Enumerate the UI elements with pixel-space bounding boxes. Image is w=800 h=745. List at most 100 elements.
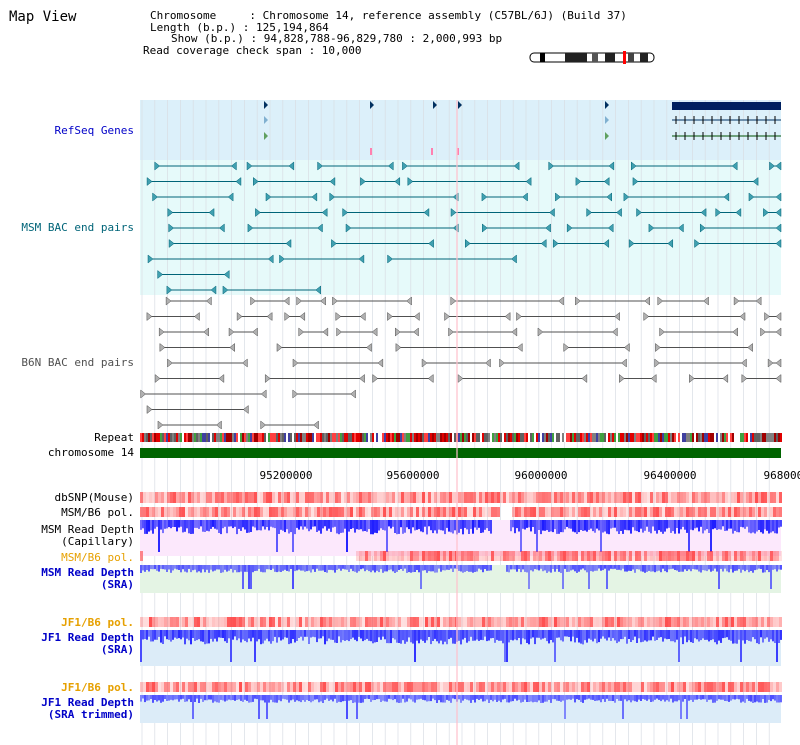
chromosome-ideogram[interactable] [529,51,655,64]
heat-cell [170,507,173,517]
msm-b6-pol-label-2[interactable]: MSM/B6 pol. [61,551,134,564]
msm-capillary-label-1[interactable]: MSM Read Depth [41,523,134,536]
heat-cell [536,551,539,561]
depth-bar [368,520,370,530]
repeat-segment [622,433,624,442]
bac-end [643,311,650,322]
repeat-segment [742,433,744,442]
jf1-trim-label-1[interactable]: JF1 Read Depth [41,696,134,709]
repeat-segment [380,433,382,442]
heat-cell [536,617,539,627]
depth-bar [308,520,310,532]
depth-bar [146,695,148,701]
repeat-track[interactable] [140,433,782,442]
heat-cell [275,492,278,503]
depth-bar [640,630,642,643]
heat-cell [539,682,542,692]
depth-bar [520,695,522,703]
depth-bar [554,630,556,662]
heat-cell [494,617,497,627]
repeat-track-label[interactable]: Repeat [94,431,134,444]
repeat-segment [602,433,604,442]
heat-cell [329,507,332,517]
chromosome-track-label[interactable]: chromosome 14 [48,446,134,459]
depth-bar [276,565,278,573]
depth-bar [336,520,338,534]
depth-bar [300,630,302,637]
depth-bar [388,630,390,644]
bac-end [636,207,642,218]
gene-marker [605,101,609,109]
depth-bar [754,520,756,534]
heat-cell [464,507,467,517]
depth-bar [156,630,158,640]
b6n-bac-pairs[interactable] [140,296,782,430]
msm-sra-label-1[interactable]: MSM Read Depth [41,566,134,579]
bac-end [775,192,782,202]
depth-bar [484,695,486,702]
msm-capillary-depth-track[interactable] [140,520,782,556]
heat-cell [485,507,488,517]
depth-bar [490,565,492,571]
msm-b6-pol-track-2[interactable] [140,551,782,561]
heat-cell [566,617,569,627]
depth-bar [292,520,294,552]
depth-bar [510,565,512,570]
jf1-pol-label-1[interactable]: JF1/B6 pol. [61,616,134,629]
repeat-segment [584,433,586,442]
depth-bar [690,630,692,643]
repeat-segment [680,433,682,442]
msm-bac-track-label[interactable]: MSM BAC end pairs [21,221,134,234]
depth-bar [318,565,320,571]
heat-cell [389,507,392,517]
heat-cell [386,492,389,503]
repeat-segment [452,433,454,442]
heat-cell [428,492,431,503]
msm-b6-pol-track-1[interactable] [140,507,782,517]
jf1-trimmed-depth-track[interactable] [140,695,782,723]
depth-bar [744,520,746,529]
depth-bar [364,520,366,531]
depth-bar [334,695,336,699]
bac-end [699,223,706,233]
heat-cell [752,492,755,503]
refseq-genes[interactable] [264,101,781,155]
heat-cell [422,617,425,627]
gene-marker [605,116,609,124]
msm-b6-pol-label-1[interactable]: MSM/B6 pol. [61,506,134,519]
dbsnp-track[interactable] [140,492,782,503]
depth-bar [188,695,190,700]
refseq-track-label[interactable]: RefSeq Genes [55,124,134,137]
repeat-segment [748,433,750,442]
depth-bar [336,565,338,570]
depth-bar [468,520,470,534]
heat-cell [602,617,605,627]
depth-bar [426,630,428,641]
repeat-segment [188,433,190,442]
depth-bar [494,630,496,643]
depth-bar [362,630,364,642]
jf1-sra-label-1[interactable]: JF1 Read Depth [41,631,134,644]
dbsnp-track-label[interactable]: dbSNP(Mouse) [55,491,134,504]
depth-bar [630,630,632,642]
heat-cell [677,492,680,503]
repeat-segment [158,433,160,442]
jf1-pol-track-2[interactable] [140,682,782,692]
depth-bar [482,565,484,573]
msm-bac-pairs[interactable] [146,161,782,295]
depth-bar [742,520,744,528]
repeat-segment [686,433,688,442]
b6n-bac-track-label[interactable]: B6N BAC end pairs [21,356,134,369]
jf1-pol-label-2[interactable]: JF1/B6 pol. [61,681,134,694]
repeat-segment [716,433,718,442]
heat-cell [236,507,239,517]
jf1-pol-track-1[interactable] [140,617,782,627]
chromosome-bar[interactable] [140,448,781,458]
bac-end [678,223,684,233]
depth-bar [604,565,606,569]
jf1-sra-depth-track[interactable] [140,630,782,666]
depth-bar [358,630,360,637]
heat-cell [140,507,143,517]
msm-sra-depth-track[interactable] [140,565,782,593]
